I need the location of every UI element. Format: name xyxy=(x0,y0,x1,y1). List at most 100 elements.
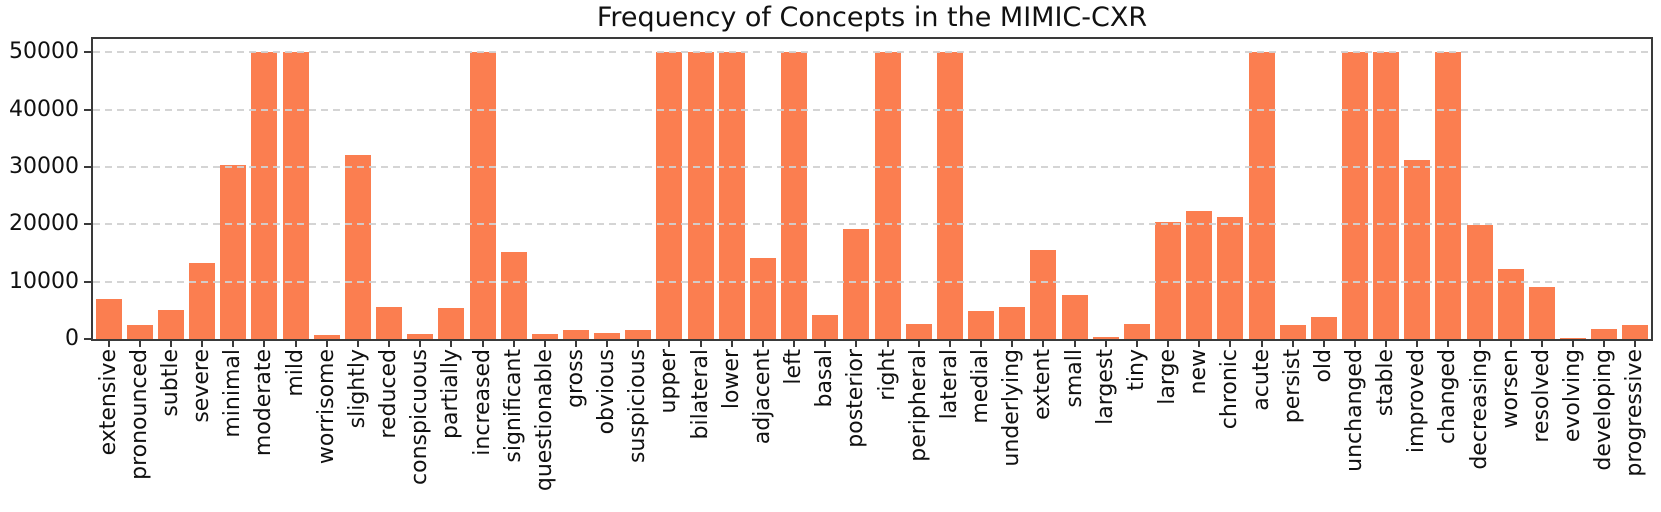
x-tick-mark xyxy=(948,341,951,347)
x-tick-mark xyxy=(1353,341,1356,347)
x-tick-label-tiny: tiny xyxy=(1123,349,1149,391)
x-tick-mark xyxy=(1135,341,1138,347)
bar-extent xyxy=(1030,250,1057,339)
y-tick-mark xyxy=(84,51,91,54)
x-tick-label-increased: increased xyxy=(469,349,495,456)
x-tick-label-partially: partially xyxy=(438,349,464,439)
bar-basal xyxy=(812,315,839,339)
x-tick-mark xyxy=(201,341,204,347)
x-tick-mark xyxy=(419,341,422,347)
x-tick-label-posterior: posterior xyxy=(843,349,869,448)
bar-worsen xyxy=(1497,269,1524,339)
bar-progressive xyxy=(1622,325,1649,339)
x-tick-mark xyxy=(1167,341,1170,347)
x-tick-mark xyxy=(1572,341,1575,347)
x-tick-mark xyxy=(574,341,577,347)
x-tick-mark xyxy=(1322,341,1325,347)
bar-partially xyxy=(438,308,465,339)
bar-new xyxy=(1186,211,1213,339)
bar-mild xyxy=(282,52,309,339)
x-tick-label-changed: changed xyxy=(1435,349,1461,444)
y-tick-mark xyxy=(84,338,91,340)
x-tick-label-stable: stable xyxy=(1373,349,1399,417)
bar-reduced xyxy=(376,307,403,339)
x-tick-label-basal: basal xyxy=(812,349,838,408)
x-tick-mark xyxy=(512,341,515,347)
bar-unchanged xyxy=(1341,52,1368,339)
x-tick-label-underlying: underlying xyxy=(999,349,1025,467)
x-tick-label-extent: extent xyxy=(1030,349,1056,420)
y-tick-label: 50000 xyxy=(9,39,79,65)
bar-old xyxy=(1310,317,1337,339)
bar-right xyxy=(874,52,901,339)
x-tick-mark xyxy=(294,341,297,347)
x-tick-mark xyxy=(1011,341,1014,347)
chart-title: Frequency of Concepts in the MIMIC-CXR xyxy=(596,2,1148,33)
x-tick-label-severe: severe xyxy=(189,349,215,423)
bar-gross xyxy=(562,330,589,339)
x-tick-mark xyxy=(980,341,983,347)
x-tick-label-new: new xyxy=(1186,349,1212,395)
y-tick-label: 20000 xyxy=(9,211,79,237)
x-tick-label-acute: acute xyxy=(1248,349,1274,411)
gridline-50000 xyxy=(93,51,1651,54)
bar-extensive xyxy=(95,299,122,339)
bar-significant xyxy=(500,252,527,339)
y-tick-mark xyxy=(84,165,91,168)
x-tick-mark xyxy=(699,341,702,347)
x-tick-mark xyxy=(1478,341,1481,347)
x-tick-mark xyxy=(356,341,359,347)
x-tick-label-questionable: questionable xyxy=(531,349,557,492)
x-tick-label-obvious: obvious xyxy=(594,349,620,435)
x-tick-mark xyxy=(606,341,609,347)
x-tick-mark xyxy=(1260,341,1263,347)
y-tick-label: 40000 xyxy=(9,96,79,122)
bar-medial xyxy=(968,311,995,339)
bar-chronic xyxy=(1217,217,1244,339)
x-tick-label-right: right xyxy=(874,349,900,401)
bar-small xyxy=(1061,295,1088,339)
x-tick-label-worrisome: worrisome xyxy=(313,349,339,465)
x-tick-label-developing: developing xyxy=(1591,349,1617,471)
x-tick-mark xyxy=(169,341,172,347)
bar-minimal xyxy=(220,165,247,339)
bar-subtle xyxy=(157,310,184,339)
bar-peripheral xyxy=(905,324,932,339)
bar-developing xyxy=(1591,329,1618,339)
x-tick-label-decreasing: decreasing xyxy=(1466,349,1492,470)
bar-lateral xyxy=(936,52,963,339)
x-tick-mark xyxy=(730,341,733,347)
x-tick-label-worsen: worsen xyxy=(1497,349,1523,429)
x-tick-mark xyxy=(1229,341,1232,347)
gridline-10000 xyxy=(93,280,1651,283)
x-tick-label-significant: significant xyxy=(500,349,526,463)
x-tick-mark xyxy=(637,341,640,347)
x-tick-mark xyxy=(1447,341,1450,347)
y-tick-label: 30000 xyxy=(9,153,79,179)
x-tick-mark xyxy=(481,341,484,347)
x-tick-label-evolving: evolving xyxy=(1560,349,1586,443)
x-tick-mark xyxy=(1634,341,1637,347)
x-tick-label-largest: largest xyxy=(1092,349,1118,425)
x-tick-label-progressive: progressive xyxy=(1622,349,1648,477)
x-tick-label-peripheral: peripheral xyxy=(905,349,931,462)
bar-moderate xyxy=(251,52,278,339)
x-tick-mark xyxy=(1104,341,1107,347)
bar-bilateral xyxy=(687,52,714,339)
x-tick-mark xyxy=(668,341,671,347)
x-tick-mark xyxy=(886,341,889,347)
x-tick-label-subtle: subtle xyxy=(157,349,183,417)
x-tick-label-adjacent: adjacent xyxy=(749,349,775,445)
x-tick-label-old: old xyxy=(1310,349,1336,383)
x-tick-label-left: left xyxy=(781,349,807,385)
bar-tiny xyxy=(1123,324,1150,339)
bar-worrisome xyxy=(313,335,340,339)
x-tick-mark xyxy=(388,341,391,347)
bar-evolving xyxy=(1560,338,1587,339)
x-tick-label-resolved: resolved xyxy=(1528,349,1554,443)
bar-obvious xyxy=(594,333,621,339)
x-tick-label-pronounced: pronounced xyxy=(126,349,152,480)
x-tick-mark xyxy=(450,341,453,347)
y-tick-mark xyxy=(84,223,91,226)
